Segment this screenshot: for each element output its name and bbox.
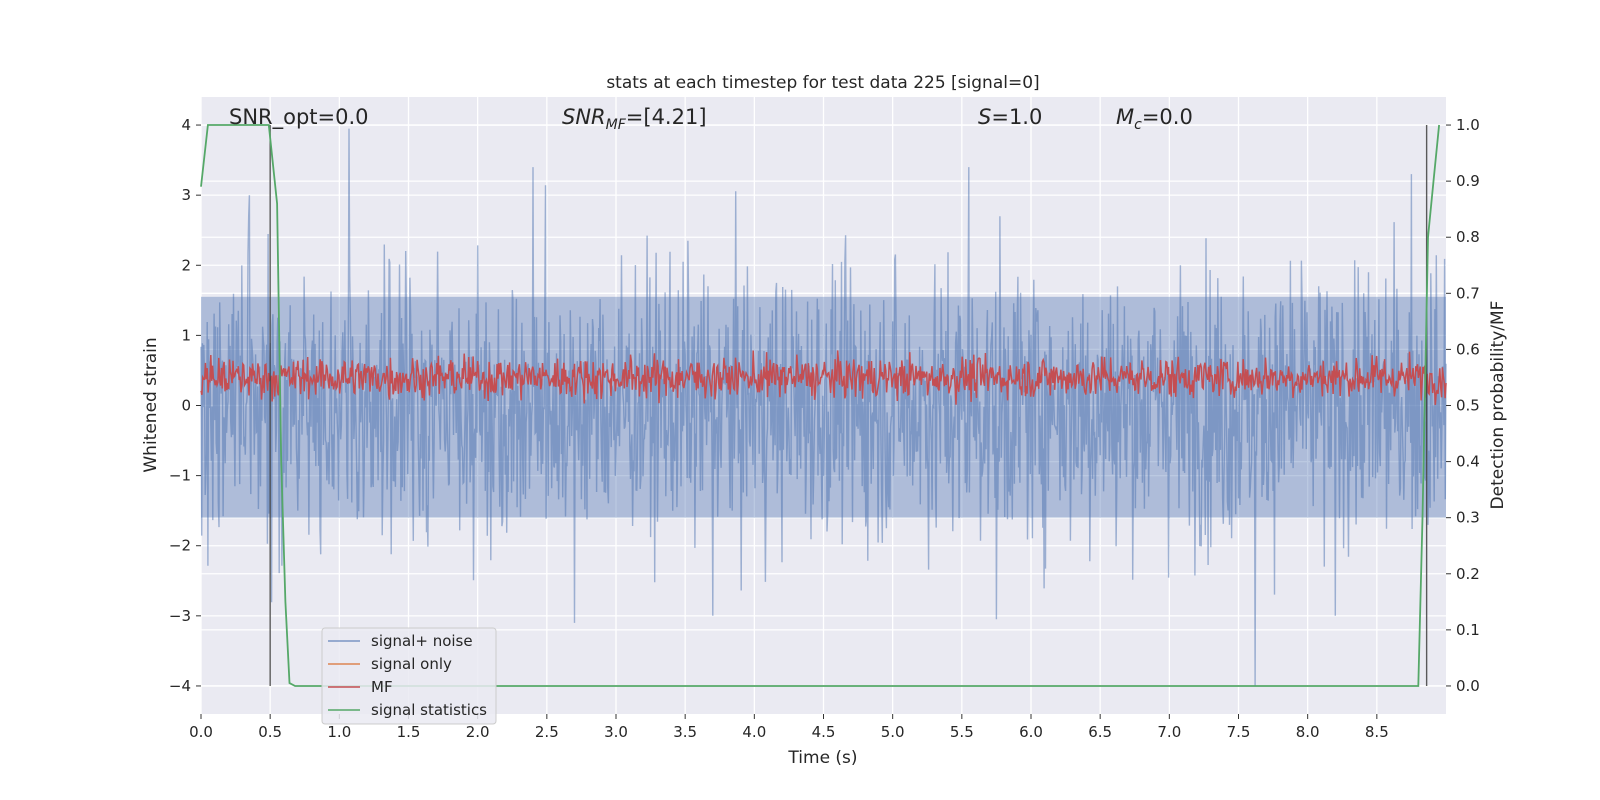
series-mf bbox=[200, 350, 1447, 405]
annotation-mc-subscript: c bbox=[1134, 117, 1142, 133]
x-tick-label: 5.5 bbox=[950, 723, 974, 741]
annotation-snr-mf: SNRMF=[4.21] bbox=[562, 105, 707, 133]
y-axis-label: Whitened strain bbox=[141, 337, 161, 472]
x-tick-label: 2.0 bbox=[466, 723, 490, 741]
y-tick-label: 1 bbox=[181, 326, 191, 344]
y2-tick-label: 0.8 bbox=[1456, 228, 1480, 246]
y-tick-label: −3 bbox=[169, 607, 191, 625]
chart-title: stats at each timestep for test data 225… bbox=[606, 73, 1039, 93]
y-tick-label: 4 bbox=[181, 116, 191, 134]
x-tick-label: 8.5 bbox=[1365, 723, 1389, 741]
legend-label-mf: MF bbox=[371, 678, 393, 696]
annotation-snr-mf-symbol: SNR bbox=[562, 105, 606, 129]
x-tick-label: 0.0 bbox=[189, 723, 213, 741]
y2-tick-label: 0.7 bbox=[1456, 284, 1480, 302]
annotation-mc-value: =0.0 bbox=[1142, 105, 1193, 129]
legend-box bbox=[321, 627, 497, 725]
x-tick-label: 3.0 bbox=[604, 723, 628, 741]
annotation-mc: Mc=0.0 bbox=[1116, 105, 1193, 133]
x-tick-label: 4.5 bbox=[812, 723, 836, 741]
legend-label-signal-noise: signal+ noise bbox=[371, 632, 473, 650]
annotation-s-value: =1.0 bbox=[991, 105, 1042, 129]
y2-tick-label: 0.2 bbox=[1456, 565, 1480, 583]
legend-label-signal-statistics: signal statistics bbox=[371, 701, 487, 719]
legend-label-signal-only: signal only bbox=[371, 655, 452, 673]
annotation-s: S=1.0 bbox=[978, 105, 1042, 129]
y2-tick-label: 0.9 bbox=[1456, 172, 1480, 190]
y2-tick-label: 0.6 bbox=[1456, 340, 1480, 358]
y-tick-label: −1 bbox=[169, 467, 191, 485]
x-tick-label: 6.0 bbox=[1019, 723, 1043, 741]
y-tick-label: −4 bbox=[169, 677, 191, 695]
x-tick-label: 6.5 bbox=[1088, 723, 1112, 741]
series-line-mf bbox=[200, 350, 1447, 405]
y2-tick-label: 0.0 bbox=[1456, 677, 1480, 695]
annotation-snr-opt: SNR_opt=0.0 bbox=[229, 105, 369, 130]
x-tick-label: 7.0 bbox=[1157, 723, 1181, 741]
x-tick-label: 4.0 bbox=[742, 723, 766, 741]
y2-tick-label: 0.3 bbox=[1456, 509, 1480, 527]
series-line-signal-statistics bbox=[200, 124, 1440, 687]
annotation-snr-mf-value: =[4.21] bbox=[626, 105, 707, 129]
axis-ticks: 0.0 0.5 1.0 1.5 2.0 2.5 3.0 3.5 4.0 4.5 5.0 5.5 6.0 6… bbox=[169, 116, 1480, 741]
y-tick-label: 3 bbox=[181, 186, 191, 204]
x-tick-label: 5.0 bbox=[881, 723, 905, 741]
y2-axis-label: Detection probability/MF bbox=[1488, 301, 1508, 510]
annotation-snr-mf-subscript: MF bbox=[606, 117, 627, 133]
annotation-s-symbol: S bbox=[978, 105, 991, 129]
annotation-mc-symbol: M bbox=[1116, 105, 1134, 129]
y-tick-label: 2 bbox=[181, 256, 191, 274]
y2-tick-label: 1.0 bbox=[1456, 116, 1480, 134]
series-signal-statistics bbox=[200, 124, 1440, 687]
x-tick-label: 7.5 bbox=[1227, 723, 1251, 741]
x-tick-label: 1.5 bbox=[397, 723, 421, 741]
x-tick-label: 3.5 bbox=[673, 723, 697, 741]
vertical-markers bbox=[269, 125, 1428, 686]
noise-band bbox=[201, 296, 1446, 518]
y-tick-label: −2 bbox=[169, 537, 191, 555]
series-signal-noise bbox=[200, 128, 1447, 687]
x-tick-label: 8.0 bbox=[1296, 723, 1320, 741]
x-tick-label: 0.5 bbox=[258, 723, 282, 741]
y2-tick-label: 0.1 bbox=[1456, 621, 1480, 639]
x-tick-label: 1.0 bbox=[327, 723, 351, 741]
x-axis-label: Time (s) bbox=[787, 748, 857, 768]
y2-tick-label: 0.4 bbox=[1456, 453, 1480, 471]
y2-tick-label: 0.5 bbox=[1456, 397, 1480, 415]
y-tick-label: 0 bbox=[181, 397, 191, 415]
legend: signal+ noise signal only MF signal stat… bbox=[321, 627, 497, 725]
x-tick-label: 2.5 bbox=[535, 723, 559, 741]
